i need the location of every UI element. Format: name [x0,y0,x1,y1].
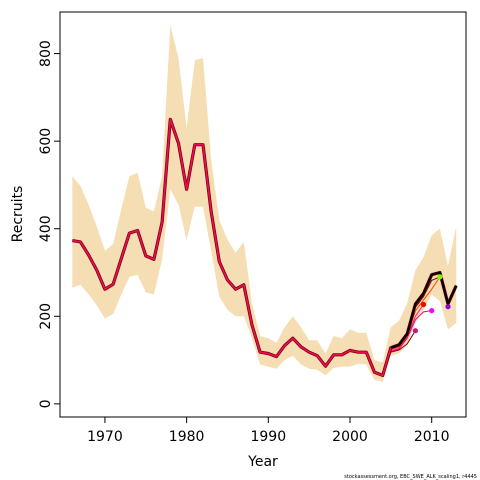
endpoint-marker [437,274,443,280]
footnote: stockassessment.org, EBC_SWE_ALK_scaling… [344,474,477,480]
main-line [390,271,458,349]
x-tick-label: 1980 [169,429,205,445]
y-axis: 0 200 400 600 800 [38,40,60,408]
endpoint-marker [420,301,427,308]
y-tick-label: 600 [38,128,54,155]
x-tick-label: 2010 [414,429,450,445]
confidence-band [72,25,457,382]
x-tick-label: 1990 [250,429,286,445]
x-axis-title: Year [247,454,278,470]
endpoint-marker [445,304,451,310]
x-tick-label: 1970 [87,429,123,445]
endpoint-marker [429,308,435,314]
y-tick-label: 0 [38,399,54,408]
x-axis: 1970 1980 1990 2000 2010 [87,417,450,445]
endpoint-marker [412,328,418,334]
confidence-band-layer [72,25,457,382]
series-lines-layer [72,117,458,377]
y-tick-label: 400 [38,215,54,242]
x-tick-label: 2000 [332,429,368,445]
y-tick-label: 200 [38,303,54,330]
y-tick-label: 800 [38,40,54,67]
plot-frame [59,11,467,418]
endpoint-markers-layer [412,274,451,334]
y-axis-title: Recruits [10,186,26,243]
